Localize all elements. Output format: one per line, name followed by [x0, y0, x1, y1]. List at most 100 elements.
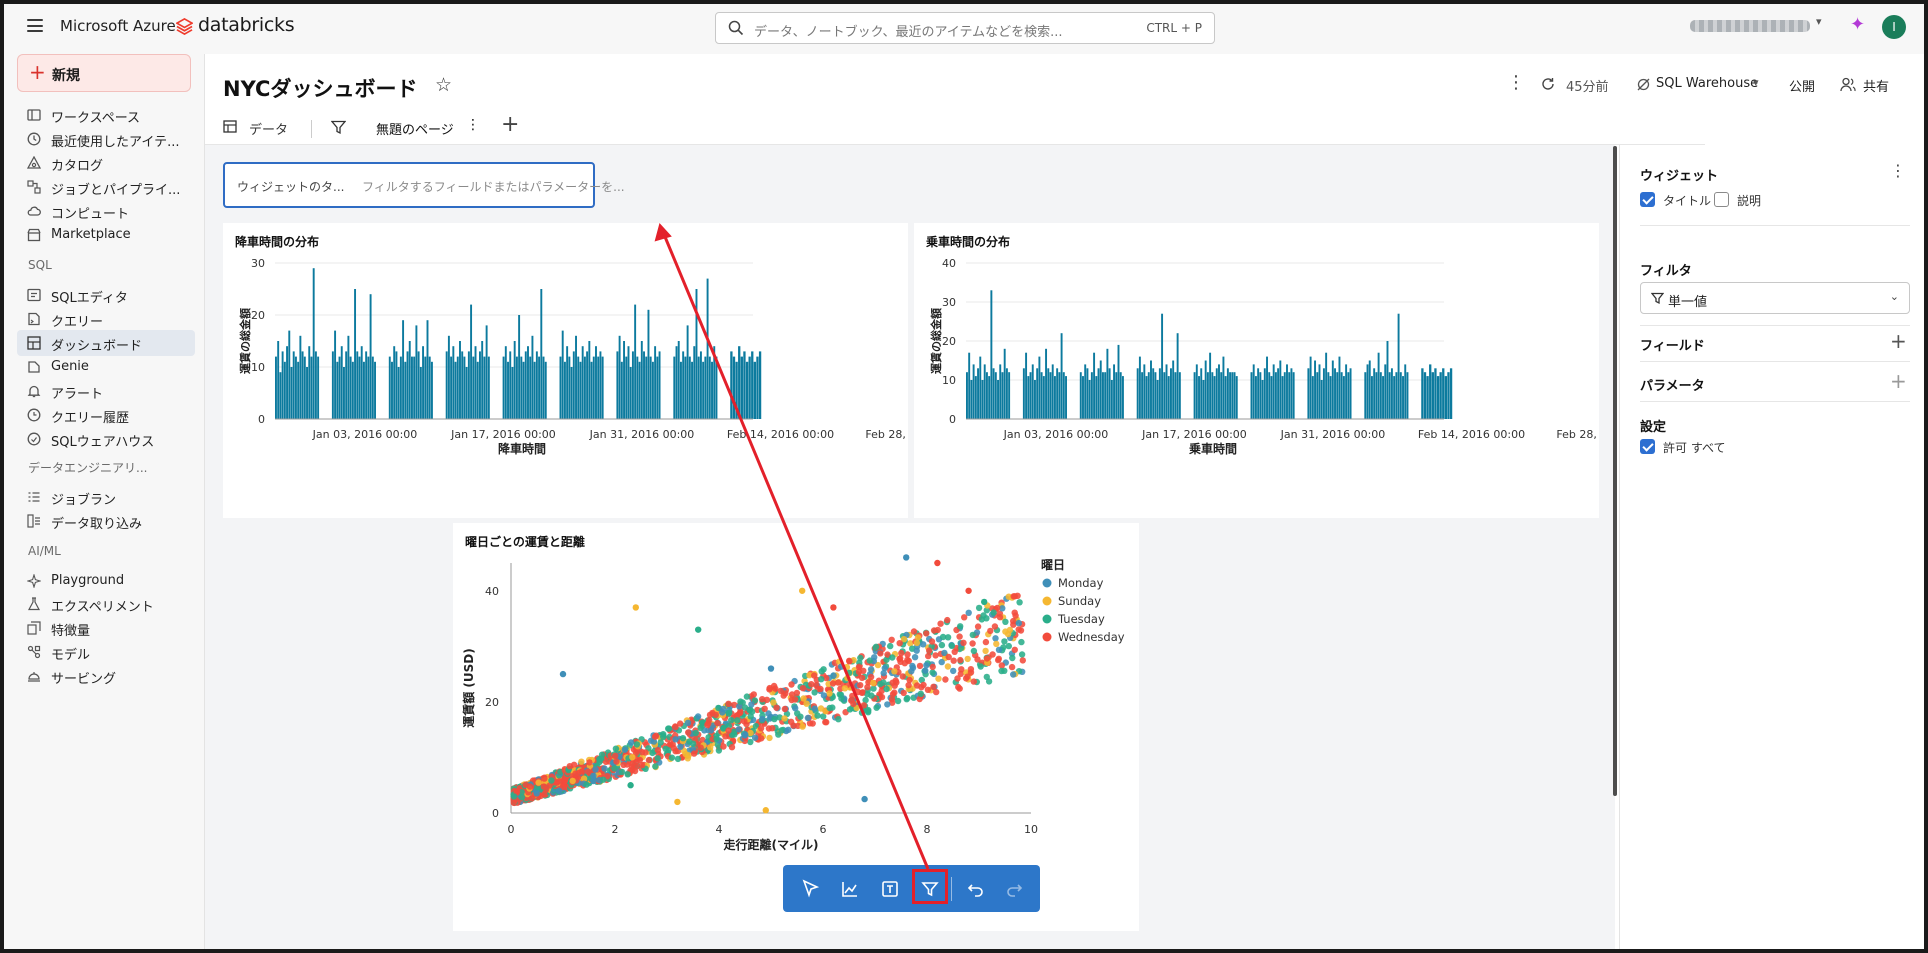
add-page-icon[interactable]: +	[501, 112, 520, 137]
tab-data[interactable]: データ	[223, 116, 293, 146]
star-icon[interactable]: ☆	[435, 74, 453, 96]
parameters-heading: パラメータ	[1640, 379, 1705, 394]
scatter-point	[838, 695, 845, 702]
scatter-point	[566, 763, 573, 770]
histogram-bar	[1270, 376, 1273, 419]
histogram-bar	[1060, 333, 1063, 419]
filter-widget[interactable]: ウィジェットのタ... フィルタするフィールドまたはパラメーターを...	[223, 162, 625, 208]
tab-untitled-page[interactable]: 無題のページ ⋮	[369, 116, 485, 146]
filter-icon[interactable]	[917, 876, 943, 902]
refresh-icon[interactable]	[1541, 77, 1555, 91]
histogram-bar	[1097, 368, 1100, 419]
cursor-icon[interactable]	[797, 876, 823, 902]
y-tick-label: 0	[949, 413, 956, 426]
sidebar-item-recents[interactable]: 最近使用したアイテ...	[17, 126, 195, 152]
histogram-bar	[1322, 368, 1325, 419]
sidebar-item-label: クエリー履歴	[51, 411, 130, 426]
undo-icon[interactable]	[963, 876, 989, 902]
assistant-sparkle-icon[interactable]: ✦	[1850, 14, 1866, 35]
sidebar-item-workspace[interactable]: ワークスペース	[17, 102, 195, 128]
scatter-point	[1010, 621, 1017, 628]
filter-type-select[interactable]: 単一値 ⌄	[1640, 282, 1910, 314]
filter-widget-placeholder: フィルタするフィールドまたはパラメーターを...	[362, 180, 625, 194]
title-checkbox[interactable]	[1640, 192, 1655, 207]
more-options-icon[interactable]: ⋮	[1507, 72, 1525, 93]
sidebar-item-queries[interactable]: クエリー	[17, 306, 195, 332]
tab-more-icon[interactable]: ⋮	[466, 117, 480, 133]
sidebar-item-compute[interactable]: コンピュート	[17, 198, 195, 224]
scatter-point	[694, 713, 702, 720]
histogram-bar	[563, 361, 566, 419]
histogram-bar	[275, 356, 277, 419]
histogram-bar	[317, 356, 320, 419]
warehouse-selector[interactable]: SQL Warehouse	[1656, 76, 1759, 91]
histogram-bar	[424, 356, 427, 419]
scatter-point	[569, 777, 576, 785]
add-field-icon[interactable]: +	[1890, 329, 1907, 353]
histogram-bar	[588, 341, 591, 419]
scatter-point	[667, 741, 674, 748]
sidebar-item-sql-editor[interactable]: SQLエディタ	[17, 282, 195, 308]
scatter-point	[945, 653, 952, 661]
share-button[interactable]: 共有	[1863, 80, 1890, 95]
sidebar-item-catalog[interactable]: カタログ	[17, 150, 195, 176]
sidebar-item-query-history[interactable]: クエリー履歴	[17, 402, 195, 428]
dropoff-histogram-card[interactable]: 降車時間の分布 0 10 20 30 運賃の総金額 Jan 03, 2016 00:00 J…	[223, 223, 908, 518]
workspace-selector[interactable]	[1690, 20, 1810, 32]
redo-icon[interactable]	[1001, 876, 1027, 902]
scatter-point	[889, 691, 897, 698]
x-tick-label: 8	[924, 823, 931, 836]
histogram-bar	[1084, 364, 1087, 419]
histogram-bar	[699, 351, 702, 419]
chevron-down-icon[interactable]: ▾	[1753, 76, 1759, 89]
filter-icon[interactable]	[331, 120, 346, 135]
catalog-icon	[27, 156, 41, 169]
new-button[interactable]: + 新規	[17, 54, 191, 92]
sidebar-item-experiments[interactable]: エクスペリメント	[17, 591, 195, 617]
histogram-bar	[529, 356, 532, 419]
scatter-point	[682, 750, 689, 758]
sidebar-item-genie[interactable]: Genie	[17, 354, 195, 380]
sidebar-item-alerts[interactable]: アラート	[17, 378, 195, 404]
description-checkbox[interactable]	[1714, 192, 1729, 207]
filter-type-value: 単一値	[1668, 295, 1708, 310]
publish-button[interactable]: 公開	[1789, 80, 1816, 95]
histogram-bar	[649, 356, 652, 419]
sidebar-item-job-runs[interactable]: ジョブラン	[17, 484, 195, 510]
sidebar-item-models[interactable]: モデル	[17, 639, 195, 665]
scatter-point	[767, 665, 775, 672]
add-parameter-icon[interactable]: +	[1890, 369, 1907, 393]
chart-icon[interactable]	[837, 876, 863, 902]
search-input[interactable]: データ、ノートブック、最近のアイテムなどを検索... CTRL + P	[715, 12, 1215, 44]
histogram-bar	[1136, 368, 1139, 419]
avatar[interactable]: I	[1882, 15, 1906, 39]
sidebar-item-data-ingestion[interactable]: データ取り込み	[17, 508, 195, 534]
section-heading-aiml: AI/ML	[28, 544, 61, 558]
sidebar-item-sql-warehouses[interactable]: SQLウェアハウス	[17, 426, 195, 452]
sidebar-item-workflows[interactable]: ジョブとパイプライ...	[17, 174, 195, 200]
text-box-icon[interactable]	[877, 876, 903, 902]
sidebar-item-serving[interactable]: サービング	[17, 663, 195, 689]
sidebar-item-features[interactable]: 特徴量	[17, 615, 195, 641]
scatter-point	[728, 717, 735, 724]
menu-icon[interactable]	[27, 19, 43, 32]
allow-all-checkbox[interactable]	[1640, 439, 1655, 454]
sidebar-item-marketplace[interactable]: Marketplace	[17, 222, 195, 248]
histogram-bar	[1379, 372, 1382, 419]
histogram-bar	[331, 351, 334, 419]
canvas-scrollbar[interactable]	[1613, 146, 1617, 796]
histogram-bar	[1434, 368, 1437, 419]
pickup-histogram-card[interactable]: 乗車時間の分布 0 10 20 30 40 運賃の総金額 Jan 03, 2016 00:0…	[914, 223, 1599, 518]
sidebar-item-dashboards[interactable]: ダッシュボード	[17, 330, 195, 356]
chevron-down-icon[interactable]: ▾	[1816, 15, 1822, 28]
tabs-divider	[205, 144, 1705, 145]
scatter-point	[804, 714, 812, 722]
feature-icon	[27, 621, 41, 635]
page-title[interactable]: NYCダッシュボード	[223, 77, 418, 101]
panel-more-icon[interactable]: ⋮	[1890, 161, 1906, 180]
genie-icon	[28, 361, 40, 373]
users-icon	[1840, 77, 1856, 92]
sidebar-item-playground[interactable]: Playground	[17, 568, 195, 594]
histogram-bar	[1309, 356, 1312, 419]
histogram-bar	[312, 268, 315, 419]
